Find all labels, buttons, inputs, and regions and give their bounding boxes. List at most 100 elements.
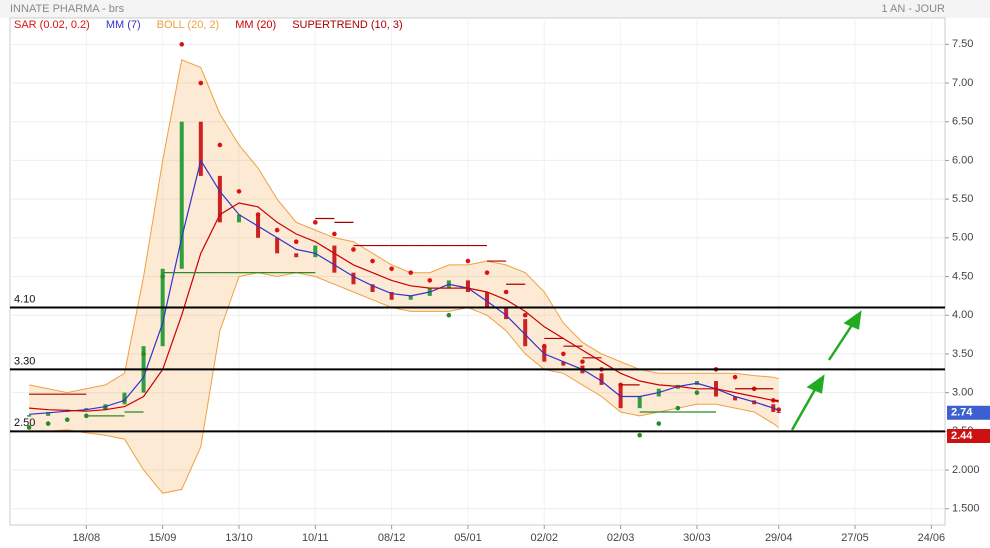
y-tick-label: 5.50 (952, 193, 973, 205)
sar-dot (141, 351, 146, 357)
candle (46, 411, 51, 416)
sar-dot (446, 312, 452, 318)
candle (637, 396, 642, 409)
level-label: 4.10 (14, 293, 35, 305)
legend-entry: MM (7) (106, 19, 141, 31)
sar-dot (522, 312, 528, 318)
x-tick-label: 13/10 (225, 532, 253, 544)
candle (504, 307, 509, 320)
sar-dot (561, 351, 566, 357)
y-tick-label: 6.00 (952, 154, 973, 166)
sar-dot (198, 80, 204, 86)
candle (275, 237, 280, 254)
sar-dot (776, 407, 782, 412)
sar-dot (274, 227, 280, 233)
legend-entry: SUPERTREND (10, 3) (292, 19, 402, 31)
header-band (0, 0, 990, 18)
sar-dot (26, 425, 32, 430)
candle (408, 295, 413, 300)
sar-dot (427, 278, 433, 283)
y-tick-label: 3.00 (952, 387, 973, 399)
sar-dot (313, 220, 318, 225)
y-tick-label: 2.000 (952, 464, 980, 476)
level-label: 2.50 (14, 417, 35, 429)
x-tick-label: 02/02 (531, 532, 559, 544)
candle (523, 319, 528, 347)
x-tick-label: 05/01 (454, 532, 482, 544)
sar-dot (64, 417, 70, 423)
period-label: 1 AN - JOUR (881, 3, 945, 15)
x-tick-label: 15/09 (149, 532, 177, 544)
sar-dot (389, 266, 394, 272)
sar-dot (84, 413, 89, 419)
sar-dot (255, 212, 261, 217)
x-tick-label: 02/03 (607, 532, 635, 544)
candle (776, 411, 781, 413)
sar-dot (45, 421, 51, 426)
plot-area: 7.50 7.00 6.50 6.00 5.50 5.00 4.50 4.00 3.50 3.00… (9, 17, 980, 544)
sar-dot (637, 432, 642, 438)
sar-dot (160, 274, 165, 279)
chart-title: INNATE PHARMA - brs (10, 3, 125, 15)
sar-dot (732, 374, 738, 380)
sar-dot (351, 247, 356, 252)
y-tick-label: 7.50 (952, 38, 973, 50)
y-tick-label: 6.50 (952, 116, 973, 128)
x-tick-label: 29/04 (765, 532, 793, 544)
boll-fill (29, 59, 779, 494)
sar-dot (694, 390, 700, 395)
y-tick-label: 7.00 (952, 77, 973, 89)
legend-entry: MM (20) (235, 19, 276, 31)
candle (733, 396, 738, 401)
x-tick-label: 10/11 (302, 532, 329, 544)
level-label: 3.30 (14, 355, 35, 367)
candle (561, 361, 566, 366)
candle (313, 245, 318, 258)
candle (351, 272, 356, 285)
price-tag-label: 2.74 (951, 407, 973, 419)
sar-dot (293, 239, 299, 244)
sar-dot (580, 359, 585, 364)
candle (389, 292, 394, 300)
candle (198, 121, 203, 176)
candle (332, 245, 337, 273)
moving-average (29, 202, 779, 412)
y-tick-label: 4.00 (952, 309, 973, 321)
y-tick-label: 1.500 (952, 503, 980, 515)
sar-dot (236, 189, 242, 194)
y-tick-label: 3.50 (952, 348, 973, 360)
candle (599, 373, 604, 385)
x-tick-label: 27/05 (841, 532, 869, 544)
plot-frame (9, 17, 946, 526)
moving-average (29, 158, 779, 415)
sar-dot (675, 405, 681, 411)
candle (370, 284, 375, 293)
sar-dot (541, 343, 547, 349)
boll-lower (29, 272, 779, 494)
candle (236, 214, 241, 223)
candle (465, 280, 470, 293)
sar-dot (370, 258, 375, 264)
sar-dot (217, 142, 223, 148)
sar-dot (656, 421, 662, 426)
legend-entry: SAR (0.02, 0.2) (14, 19, 90, 31)
y-tick-label: 5.00 (952, 232, 973, 244)
x-tick-label: 18/08 (73, 532, 101, 544)
x-tick-label: 24/06 (918, 532, 946, 544)
candle (217, 175, 222, 223)
price-tag-label: 2.44 (951, 430, 973, 442)
candle (179, 121, 184, 269)
sar-dot (179, 42, 185, 47)
x-tick-label: 30/03 (683, 532, 711, 544)
sar-dot (332, 231, 337, 237)
price-tag (947, 428, 990, 443)
candle (294, 253, 299, 258)
x-tick-label: 08/12 (378, 532, 406, 544)
trend-arrows (790, 310, 862, 431)
sar-dot (408, 270, 414, 275)
sar-dot (503, 289, 509, 295)
candle (84, 408, 89, 410)
price-tag (947, 405, 990, 420)
y-tick-label: 4.50 (952, 270, 973, 282)
